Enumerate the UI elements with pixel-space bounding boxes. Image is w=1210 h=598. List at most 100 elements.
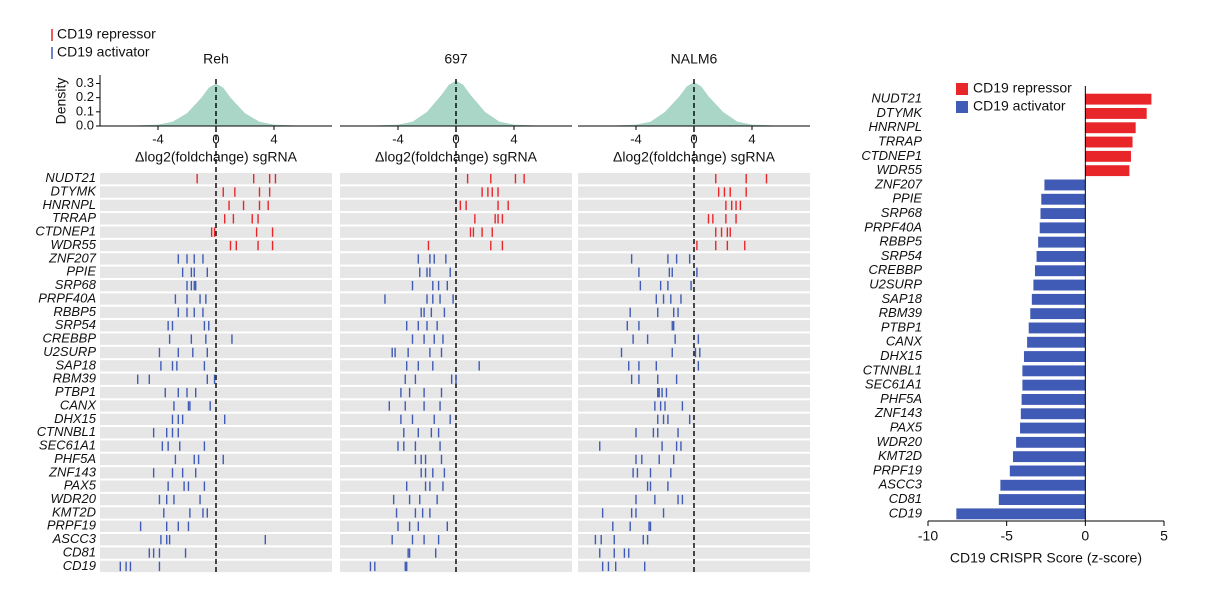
gene-label: DTYMK [51,183,98,198]
y-tick-label: 0.2 [76,89,94,104]
strip-row [100,199,332,212]
strip-row [340,480,572,492]
gene-label: WDR20 [876,434,922,449]
strip-row [578,440,810,452]
x-tick-label: -4 [392,131,404,146]
panel-title: 697 [444,51,468,67]
gene-label: PRPF19 [47,518,96,533]
strip-row [578,520,810,532]
gene-label: ASCC3 [52,531,97,546]
gene-label: RBM39 [53,371,96,386]
gene-label: PHF5A [54,451,96,466]
gene-label: SRP54 [881,248,922,263]
gene-label: ZNF143 [874,405,923,420]
strip-row [100,320,332,332]
strip-row [578,199,810,212]
gene-label: ZNF143 [48,464,97,479]
gene-label: SAP18 [882,291,923,306]
strip-row [578,320,810,332]
gene-label: DHX15 [54,411,97,426]
strip-row [578,480,810,492]
strip-row [100,480,332,492]
gene-label: ZNF207 [48,250,97,265]
bar [956,508,1086,520]
gene-label: PRPF40A [864,219,922,234]
gene-label: SRP54 [55,317,96,332]
bar [1034,265,1086,277]
x-tick-label: 5 [1160,528,1168,544]
gene-label: PAX5 [64,478,97,493]
strip-row [100,279,332,292]
bar [1085,165,1130,177]
gene-label: PTBP1 [881,319,922,334]
gene-label: DHX15 [880,348,923,363]
strip-row [340,239,572,252]
gene-label: SEC61A1 [865,377,922,392]
gene-label: PTBP1 [55,384,96,399]
strip-row [100,520,332,532]
bar [1022,379,1086,391]
bar [1038,236,1086,248]
x-tick-label: -4 [630,131,642,146]
gene-label: KMT2D [878,448,922,463]
legend-label: CD19 activator [57,44,150,60]
panel-title: Reh [203,51,229,67]
gene-label: CTNNBL1 [37,424,96,439]
gene-label: HNRNPL [869,119,922,134]
bar [1020,422,1086,434]
gene-label: CD19 [889,505,922,520]
bar [1027,336,1086,348]
gene-label: PPIE [66,264,96,279]
gene-label: NUDT21 [45,170,96,185]
bar [1085,150,1131,162]
gene-label: SEC61A1 [39,438,96,453]
x-tick-label: 4 [510,131,517,146]
gene-label: CD81 [63,544,96,559]
strip-row [340,360,572,372]
gene-label: CTDNEP1 [861,148,922,163]
gene-label: HNRNPL [43,197,96,212]
strip-row [100,239,332,252]
gene-label: WDR20 [50,491,96,506]
x-tick-label: 4 [270,131,277,146]
strip-row [578,239,810,252]
bar [1085,136,1133,148]
strip-row [340,199,572,212]
gene-label: PRPF40A [38,290,96,305]
gene-label: KMT2D [52,504,96,519]
gene-label: CREBBP [869,262,923,277]
x-axis-label: Δlog2(foldchange) sgRNA [135,149,298,165]
gene-label: SRP68 [881,205,923,220]
bar [1036,251,1086,262]
gene-label: RBBP5 [53,304,96,319]
gene-label: CANX [886,334,923,349]
x-tick-label: 0 [1081,528,1089,544]
strip-row [100,440,332,452]
bar [1040,208,1086,219]
bar [1031,293,1086,305]
gene-label: PPIE [892,191,922,206]
strip-row [340,400,572,412]
x-tick-label: -5 [1000,528,1013,544]
panel-title: NALM6 [671,51,718,67]
strip-row [578,400,810,412]
x-tick-label: -4 [152,131,164,146]
y-tick-label: 0.0 [76,117,94,132]
gene-label: SAP18 [56,357,97,372]
bar [1085,108,1147,119]
bar [1041,193,1086,205]
strip-row [100,360,332,372]
legend-swatch [956,83,968,95]
bar [998,494,1086,505]
legend-label: CD19 activator [973,98,1066,114]
strip-row [100,560,332,573]
gene-label: SRP68 [55,277,97,292]
bar [1009,465,1086,477]
bar [1012,451,1086,463]
bar [1020,408,1086,420]
gene-label: RBBP5 [879,234,922,249]
bar [1028,322,1086,334]
gene-label: NUDT21 [871,91,922,106]
strip-row [578,279,810,292]
